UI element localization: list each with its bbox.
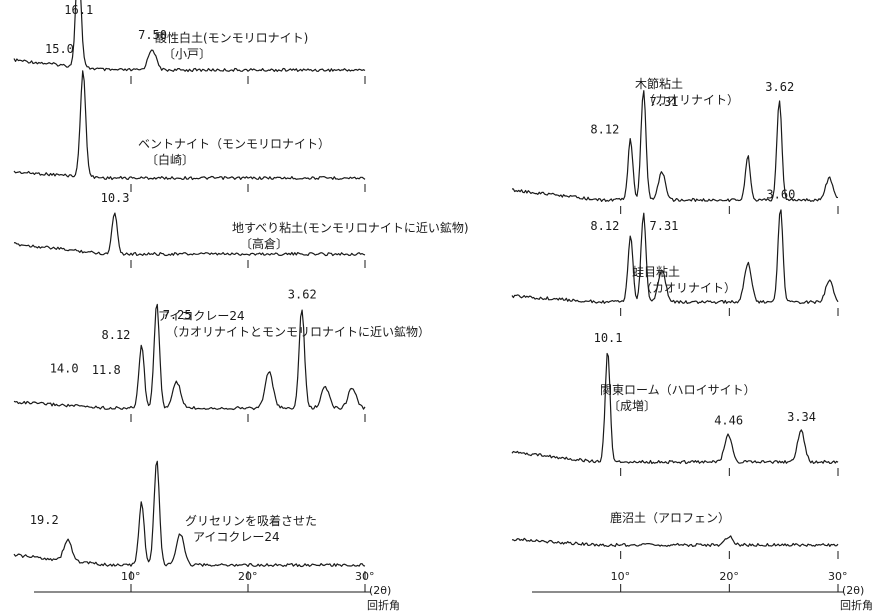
trace-gairome: 8.12 7.31 3.60 蛙目粘土 （カオリナイト）: [511, 188, 839, 316]
sample-title: グリセリンを吸着させた: [185, 513, 317, 528]
peak-label: 10.1: [594, 331, 623, 345]
peak-label: 14.0: [50, 361, 79, 375]
peak-label: 15.0: [45, 42, 74, 56]
sample-title: 酸性白土(モンモリロナイト): [155, 30, 308, 45]
sample-subtitle: 〔成増〕: [608, 399, 656, 413]
trace-line-aicoclay24: [13, 303, 366, 411]
trace-line-bentonite: [13, 70, 366, 181]
peak-label: 3.34: [787, 410, 816, 424]
trace-kibushi: 8.12 7.31 3.62 木節粘土 （カオリナイト）: [511, 76, 839, 214]
peak-label: 3.62: [288, 287, 317, 301]
sample-title: ベントナイト（モンモリロナイト）: [138, 137, 330, 151]
sample-subtitle: 〔白崎〕: [146, 152, 194, 167]
trace-line-sanseihakudo: [13, 0, 366, 73]
sample-subtitle: （カオリナイトとモンモリロナイトに近い鉱物）: [166, 324, 430, 339]
sample-title: 木節粘土: [635, 76, 683, 91]
trace-line-jisuberi: [13, 212, 366, 257]
peak-label: 19.2: [30, 513, 59, 527]
axis-title: 回折角: [367, 598, 400, 612]
sample-subtitle: （カオリナイト）: [643, 93, 739, 107]
sample-title: 蛙目粘土: [632, 264, 680, 279]
trace-jisuberi: 10.3 地すべり粘土(モンモリロナイトに近い鉱物)〔高倉〕: [13, 191, 469, 268]
peak-label: 10.3: [101, 191, 130, 205]
trace-kanuma: 鹿沼土（アロフェン）: [511, 510, 839, 559]
peak-label: 16.1: [64, 3, 93, 17]
axis-tick-label: 10°: [121, 570, 141, 583]
sample-title: アイコクレー24: [158, 309, 245, 323]
trace-aicoclay24: 14.0 11.8 8.12 7.25 3.62 アイコクレー24（カオリナイトとモンモリ…: [13, 287, 430, 422]
axis-unit: (2θ): [842, 584, 864, 597]
peak-label: 7.25: [163, 308, 192, 322]
peak-label: 3.62: [765, 80, 794, 94]
peak-label: 8.12: [590, 219, 619, 233]
peak-label: 3.60: [766, 188, 795, 202]
trace-line-kanto_loam: [511, 352, 839, 465]
peak-label: 7.31: [650, 95, 679, 109]
axis-tick-label: 20°: [719, 570, 739, 583]
axis-title: 回折角: [840, 598, 873, 612]
axis-tick-label: 20°: [238, 570, 258, 583]
trace-bentonite: 15.0 ベントナイト（モンモリロナイト）〔白崎〕: [13, 42, 366, 192]
sample-subtitle: 〔高倉〕: [240, 236, 288, 251]
sample-title: 地すべり粘土(モンモリロナイトに近い鉱物): [232, 220, 469, 235]
peak-label: 11.8: [92, 363, 121, 377]
trace-line-kanuma: [511, 535, 839, 548]
sample-subtitle: 〔小戸〕: [163, 47, 211, 61]
peak-label: 7.50: [138, 28, 167, 42]
two-theta-axis: 10° 20° 30°(2θ)回折角: [34, 570, 400, 612]
axis-tick-label: 30°: [355, 570, 375, 583]
peak-label: 4.46: [714, 414, 743, 428]
peak-label: 8.12: [102, 328, 131, 342]
peak-label: 8.12: [590, 123, 619, 137]
trace-line-glycerin_aicoclay24: [13, 460, 366, 568]
axis-tick-label: 30°: [828, 570, 848, 583]
trace-line-gairome: [511, 209, 839, 305]
axis-tick-label: 10°: [611, 570, 631, 583]
trace-line-kibushi: [511, 90, 839, 203]
sample-subtitle: アイコクレー24: [193, 530, 280, 544]
sample-subtitle: （カオリナイト）: [640, 281, 736, 295]
peak-label: 7.31: [650, 219, 679, 233]
axis-unit: (2θ): [369, 584, 391, 597]
right-xrd-panel: 8.12 7.31 3.62 木節粘土 （カオリナイト） 8.12 7.31 3.60 蛙目粘土…: [511, 76, 873, 612]
two-theta-axis: 10° 20° 30°(2θ)回折角: [532, 570, 873, 612]
sample-title: 関東ローム（ハロイサイト）: [600, 383, 756, 397]
sample-title: 鹿沼土（アロフェン）: [610, 510, 730, 525]
trace-kanto_loam: 10.1 4.46 3.34 関東ローム（ハロイサイト） 〔成増〕: [511, 331, 839, 476]
